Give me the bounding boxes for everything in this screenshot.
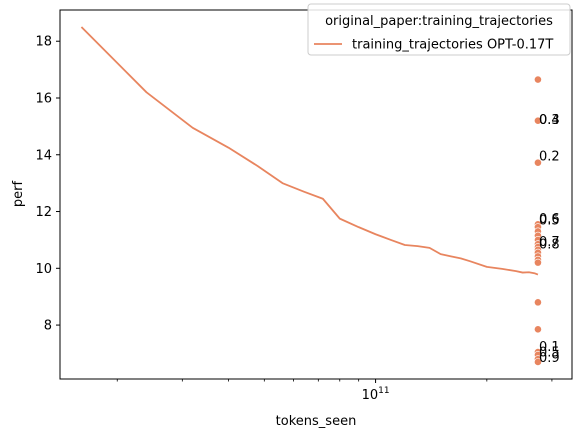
x-axis-label: tokens_seen xyxy=(276,414,357,429)
point-annotation: 0.3 xyxy=(539,113,560,128)
scatter-point xyxy=(534,76,541,83)
point-annotation: 0.5 xyxy=(539,214,560,229)
y-tick-label: 8 xyxy=(44,319,52,334)
x-tick-label: 1011 xyxy=(362,386,390,403)
x-axis-ticks: 1011 xyxy=(117,379,552,403)
y-tick-label: 10 xyxy=(35,262,52,277)
plot-area xyxy=(60,10,572,379)
scatter-point xyxy=(534,259,541,266)
point-annotation: 0.2 xyxy=(539,150,560,165)
y-axis-ticks: 8 10 12 14 16 18 xyxy=(35,35,60,334)
y-axis-label: perf xyxy=(11,180,26,207)
legend-entry-label: training_trajectories OPT-0.17T xyxy=(352,38,553,53)
scatter-point xyxy=(534,299,541,306)
legend-title: original_paper:training_trajectories xyxy=(325,14,553,29)
y-tick-label: 18 xyxy=(35,35,52,50)
point-annotation: 0.8 xyxy=(539,238,560,253)
legend: original_paper:training_trajectories tra… xyxy=(308,4,570,55)
y-tick-label: 14 xyxy=(35,148,52,163)
y-tick-label: 12 xyxy=(35,205,52,220)
point-annotation: 0.9 xyxy=(539,351,560,366)
y-tick-label: 16 xyxy=(35,91,52,106)
scatter-point xyxy=(534,326,541,333)
